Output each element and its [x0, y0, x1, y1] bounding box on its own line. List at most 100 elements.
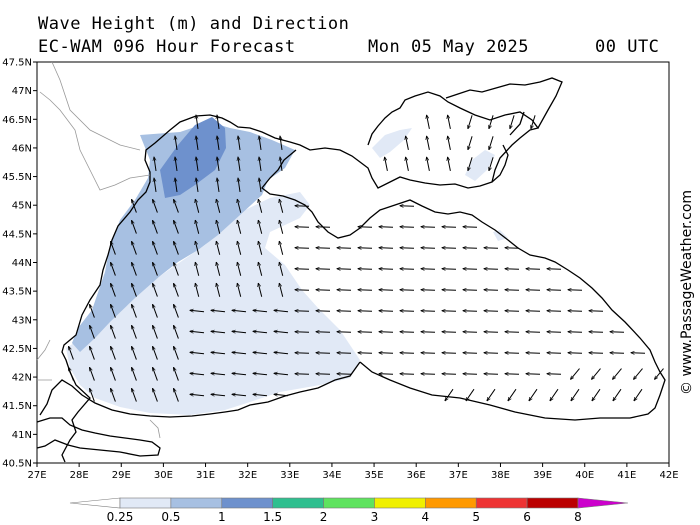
wave-direction-arrow [505, 332, 520, 333]
wave-direction-arrow [316, 248, 331, 249]
colorbar-label: 1.5 [263, 510, 282, 524]
wave-direction-arrow [337, 269, 352, 270]
colorbar-label: 0.25 [107, 510, 134, 524]
wave-direction-arrow [463, 332, 478, 333]
wave-direction-arrow [274, 373, 289, 374]
wave-direction-arrow [547, 353, 562, 354]
wave-direction-arrow [295, 227, 310, 228]
colorbar-label: 2 [320, 510, 328, 524]
coast-crimea [261, 149, 666, 421]
wave-direction-arrow [421, 227, 436, 228]
wave-direction-arrow [568, 311, 583, 312]
forecast-model: EC-WAM 096 Hour Forecast [38, 37, 296, 57]
wave-direction-arrow [589, 311, 604, 312]
colorbar-label: 3 [371, 510, 379, 524]
wave-direction-arrow [216, 262, 221, 276]
wave-direction-arrow [610, 353, 625, 354]
lat-tick-label: 45.5N [2, 172, 32, 183]
wave-direction-arrow [132, 304, 137, 318]
lat-tick-label: 42.5N [2, 344, 32, 355]
wave-direction-arrow [406, 136, 409, 150]
wave-direction-arrow [258, 262, 263, 276]
lon-tick-label: 31E [196, 470, 215, 481]
wave-direction-arrow [487, 388, 496, 401]
wave-direction-arrow [153, 262, 158, 276]
wave-arrows [69, 115, 664, 402]
wave-direction-arrow [379, 227, 394, 228]
wave-direction-arrow [174, 367, 179, 381]
wave-direction-arrow [132, 220, 137, 234]
wave-direction-arrow [442, 269, 457, 270]
wave-direction-arrow [463, 269, 478, 270]
wave-direction-arrow [132, 367, 137, 381]
colorbar-min-triangle [69, 497, 121, 509]
wave-direction-arrow [568, 353, 583, 354]
wave-direction-arrow [547, 332, 562, 333]
wave-direction-arrow [466, 388, 475, 401]
wave-direction-arrow [400, 269, 415, 270]
wave-direction-arrow [111, 262, 116, 276]
wave-direction-arrow [526, 311, 541, 312]
wave-direction-arrow [337, 311, 352, 312]
wave-direction-arrow [484, 374, 499, 375]
wave-direction-arrow [237, 241, 242, 255]
wave-direction-arrow [316, 374, 331, 375]
wave-direction-arrow [385, 157, 388, 171]
wave-direction-arrow [295, 353, 310, 354]
wave-direction-arrow [463, 227, 478, 228]
wave-direction-arrow [489, 157, 494, 170]
wave-zone-light-east [372, 128, 412, 158]
lon-tick-label: 29E [112, 470, 131, 481]
wave-direction-arrow [463, 311, 478, 312]
wave-direction-arrow [69, 367, 74, 381]
wave-direction-arrow [258, 220, 263, 234]
wave-direction-arrow [190, 373, 205, 374]
wave-direction-arrow [211, 352, 226, 353]
wave-direction-arrow [484, 353, 499, 354]
wave-direction-arrow [463, 374, 478, 375]
wave-direction-arrow [174, 241, 179, 255]
wave-direction-arrow [111, 325, 116, 339]
colorbar-segment [323, 497, 375, 509]
wave-direction-arrow [174, 304, 179, 318]
wave-direction-arrow [238, 136, 241, 150]
wave-direction-arrow [132, 262, 137, 276]
wave-direction-arrow [421, 248, 436, 249]
wave-direction-arrow [358, 227, 373, 228]
wave-direction-arrow [253, 310, 268, 311]
wave-direction-arrow [195, 220, 200, 234]
wave-direction-arrow [132, 325, 137, 339]
wave-direction-arrow [442, 374, 457, 375]
lon-tick-label: 37E [449, 470, 468, 481]
wave-direction-arrow [592, 368, 601, 380]
wave-direction-arrow [90, 325, 95, 339]
wave-direction-arrow [505, 311, 520, 312]
wave-direction-arrow [90, 388, 95, 402]
wave-direction-arrow [316, 353, 331, 354]
wave-direction-arrow [196, 115, 199, 129]
wave-direction-arrow [111, 304, 116, 318]
wave-direction-arrow [232, 373, 247, 374]
wave-direction-arrow [379, 311, 394, 312]
wave-direction-arrow [379, 248, 394, 249]
lat-tick-label: 47N [12, 86, 32, 97]
wave-direction-arrow [400, 353, 415, 354]
wave-direction-arrow [505, 290, 520, 291]
lon-tick-label: 40E [575, 470, 594, 481]
lon-tick-label: 42E [659, 470, 678, 481]
coast-azov-east [445, 77, 563, 183]
colorbar-segment [425, 497, 477, 509]
wave-direction-arrow [280, 136, 283, 150]
colorbar: 0.25 0.5 1 1.5 2 3 4 5 6 8 [69, 497, 629, 524]
lat-tick-label: 47.5N [2, 58, 32, 69]
wave-direction-arrow [253, 352, 268, 353]
wave-direction-arrow [111, 367, 116, 381]
wave-direction-arrow [196, 136, 199, 150]
wave-direction-arrow [547, 290, 562, 291]
wave-direction-arrow [211, 394, 226, 395]
wave-direction-arrow [358, 248, 373, 249]
wave-direction-arrow [448, 157, 451, 171]
wave-zone-light-kerch [493, 230, 508, 241]
lat-tick-label: 46.5N [2, 115, 32, 126]
wave-direction-arrow [280, 157, 283, 171]
